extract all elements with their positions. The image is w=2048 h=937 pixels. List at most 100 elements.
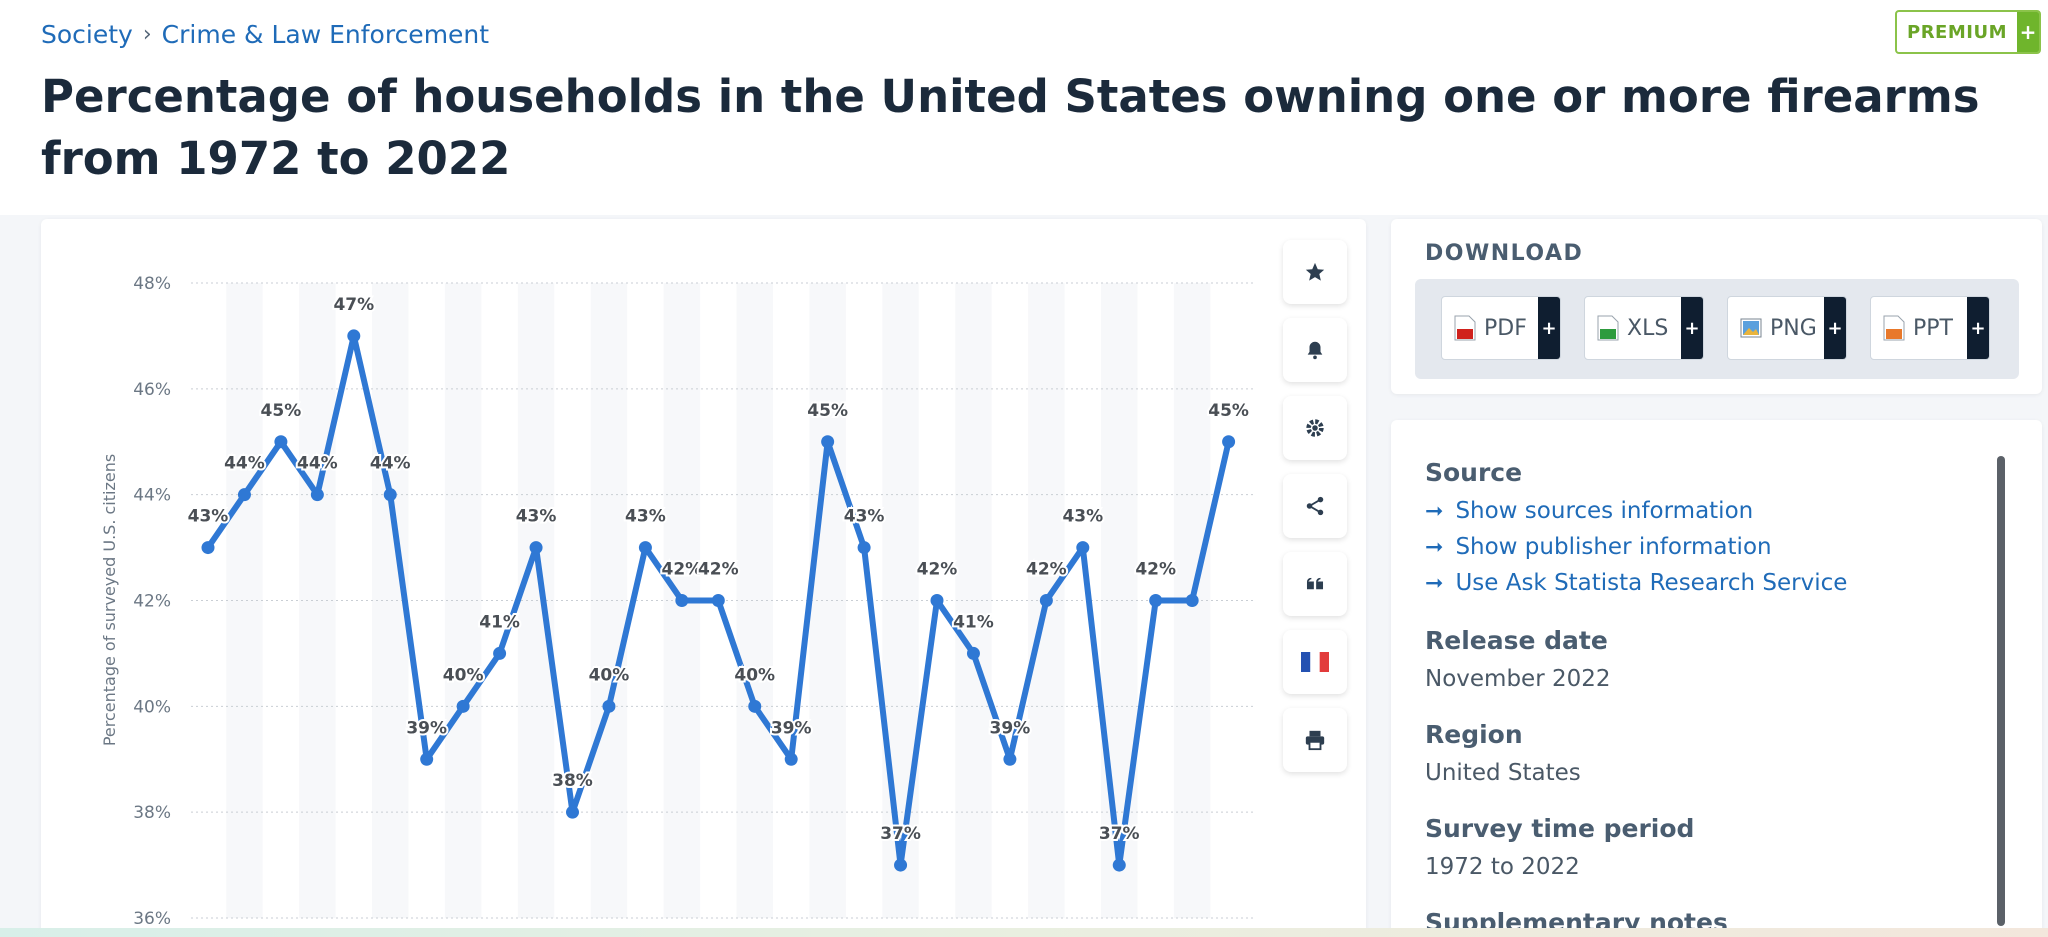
chart-card: 36% 38% 40% 42% 44% 46% 48% Percentage of surve… [41,219,1366,937]
premium-plus-icon: + [2017,12,2039,52]
region-value: United States [1425,760,1581,786]
language-button[interactable] [1283,630,1347,694]
data-label: 44% [224,454,265,474]
pdf-file-icon [1454,315,1476,341]
y-tick-label: 42% [133,592,171,612]
release-date-value: November 2022 [1425,666,1611,692]
data-label: 40% [734,665,775,685]
favorite-button[interactable] [1283,240,1347,304]
data-label: 39% [990,718,1031,738]
data-label: 40% [589,665,630,685]
data-point [493,646,507,660]
region-heading: Region [1425,720,1523,749]
y-tick-label: 48% [133,274,171,294]
download-ppt-button[interactable]: PPT + [1870,296,1990,360]
data-label: 43% [516,507,557,527]
notification-button[interactable] [1283,318,1347,382]
download-tray: PDF + XLS + PNG + PPT + [1415,279,2019,379]
y-axis-label: Percentage of surveyed U.S. citizens [100,454,119,746]
ask-statista-link[interactable]: ➞ Use Ask Statista Research Service [1425,570,1847,596]
data-label: 45% [807,401,848,421]
data-point [1149,594,1163,607]
download-pdf-button[interactable]: PDF + [1441,296,1561,360]
download-xls-label: XLS [1627,315,1669,341]
download-xls-button[interactable]: XLS + [1584,296,1704,360]
data-label: 43% [844,507,885,527]
y-tick-label: 44% [133,486,171,506]
plus-icon: + [1681,297,1703,359]
data-label: 42% [1026,560,1067,580]
info-scrollbar[interactable] [1997,456,2005,926]
premium-badge[interactable]: PREMIUM + [1895,10,2041,54]
data-label: 44% [297,454,338,474]
arrow-right-icon: ➞ [1425,498,1444,524]
data-point [602,699,616,713]
data-point [1222,435,1236,449]
data-label: 39% [771,718,812,738]
gear-icon [1306,419,1324,437]
data-point [894,858,908,872]
french-flag-icon [1301,652,1329,672]
y-tick-label: 38% [133,803,171,823]
source-heading: Source [1425,458,1523,487]
data-label: 42% [1135,560,1176,580]
data-point [310,488,324,502]
data-point [201,541,215,555]
data-point [420,752,434,766]
data-point [711,594,725,607]
data-point [237,488,251,502]
column-band [444,283,482,918]
data-label: 37% [1099,824,1140,844]
data-point [383,488,397,502]
plus-icon: + [1967,297,1989,359]
data-label: 37% [880,824,921,844]
download-ppt-label: PPT [1913,315,1953,341]
data-label: 42% [917,560,958,580]
cite-button[interactable] [1283,552,1347,616]
data-label: 42% [698,560,739,580]
data-label: 41% [953,612,994,632]
show-sources-link[interactable]: ➞ Show sources information [1425,498,1753,524]
survey-period-heading: Survey time period [1425,814,1695,843]
data-point [1112,858,1126,872]
data-point [857,541,871,555]
page-title: Percentage of households in the United S… [41,70,1980,185]
data-label: 41% [479,612,520,632]
breadcrumb-crime-law[interactable]: Crime & Law Enforcement [161,20,490,49]
line-chart: 36% 38% 40% 42% 44% 46% 48% Percentage of surve… [100,274,1256,929]
data-label: 43% [1062,507,1103,527]
print-button[interactable] [1283,708,1347,772]
data-label: 39% [406,718,447,738]
download-pdf-label: PDF [1484,315,1527,341]
data-point [456,699,470,713]
survey-period-value: 1972 to 2022 [1425,854,1580,880]
download-title: DOWNLOAD [1425,241,1584,266]
data-point [1185,594,1199,607]
y-tick-label: 46% [133,380,171,400]
quote-icon [1306,577,1324,590]
settings-button[interactable] [1283,396,1347,460]
arrow-right-icon: ➞ [1425,570,1444,596]
bottom-strip [0,928,2048,937]
data-point [1039,594,1053,607]
show-publisher-label: Show publisher information [1455,534,1772,560]
data-point [675,594,689,607]
data-label: 44% [370,454,411,474]
print-icon [1305,730,1325,751]
show-publisher-link[interactable]: ➞ Show publisher information [1425,534,1772,560]
arrow-right-icon: ➞ [1425,534,1444,560]
data-point [966,646,980,660]
download-png-button[interactable]: PNG + [1727,296,1847,360]
plus-icon: + [1538,297,1560,359]
share-button[interactable] [1283,474,1347,538]
data-label: 38% [552,771,593,791]
ppt-file-icon [1883,315,1905,341]
data-label: 43% [188,507,229,527]
data-point [784,752,798,766]
y-tick-label: 36% [133,909,171,929]
data-point [930,594,944,607]
data-label: 42% [661,560,702,580]
breadcrumb-society[interactable]: Society [41,20,133,49]
statistic-info-panel: Source ➞ Show sources information ➞ Show… [1391,420,2042,937]
data-point [347,329,361,343]
